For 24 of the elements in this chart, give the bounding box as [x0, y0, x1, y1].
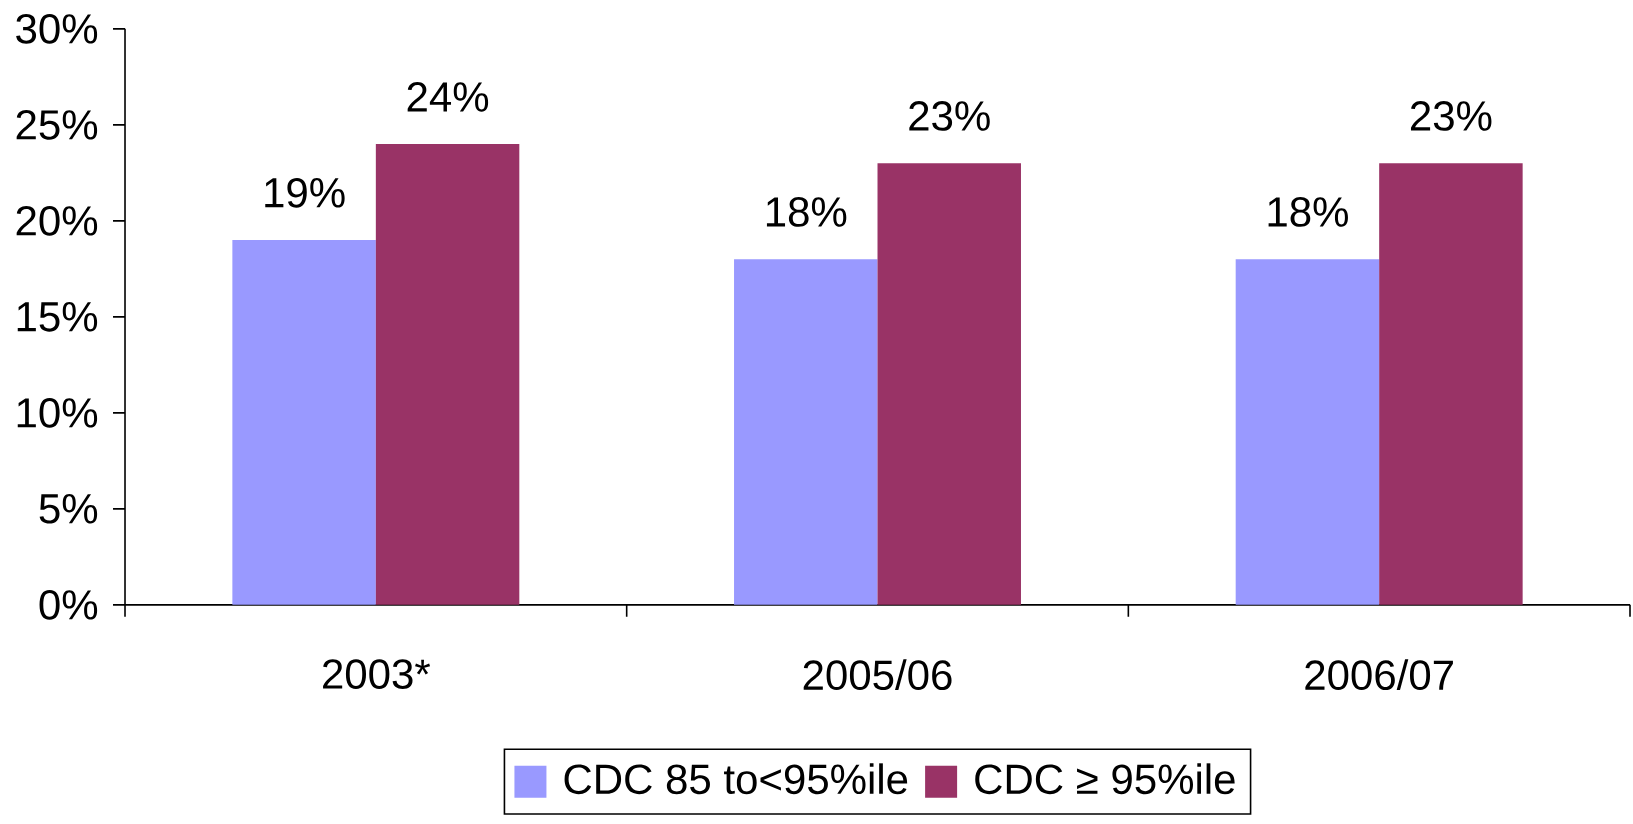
bar: [232, 240, 376, 605]
bar: [375, 144, 520, 605]
x-tick-label: 2006/07: [1305, 659, 1453, 691]
bar: [1379, 163, 1523, 605]
x-tick-label: 2005/06: [803, 659, 952, 691]
legend-label: CDC 85 to<95%ile: [564, 763, 908, 795]
data-label: 18%: [766, 197, 847, 227]
data-label: 18%: [1268, 197, 1348, 227]
legend-label: CDC ≥ 95%ile: [975, 763, 1235, 795]
data-label: 24%: [407, 82, 489, 112]
y-tick-label: 10%: [17, 398, 98, 428]
y-tick-label: 15%: [17, 302, 98, 332]
data-label: 23%: [1410, 101, 1492, 131]
y-tick-label: 20%: [16, 206, 98, 236]
y-tick-label: 30%: [16, 14, 98, 44]
bar: [877, 163, 1021, 605]
y-tick-label: 5%: [39, 494, 98, 524]
x-tick-label: 2003*: [323, 659, 431, 690]
bar: [734, 259, 878, 605]
y-tick-label: 0%: [39, 590, 98, 620]
bar: [1235, 259, 1380, 605]
data-label: 19%: [265, 177, 345, 208]
data-label: 23%: [909, 101, 990, 131]
y-tick-label: 25%: [16, 110, 98, 140]
